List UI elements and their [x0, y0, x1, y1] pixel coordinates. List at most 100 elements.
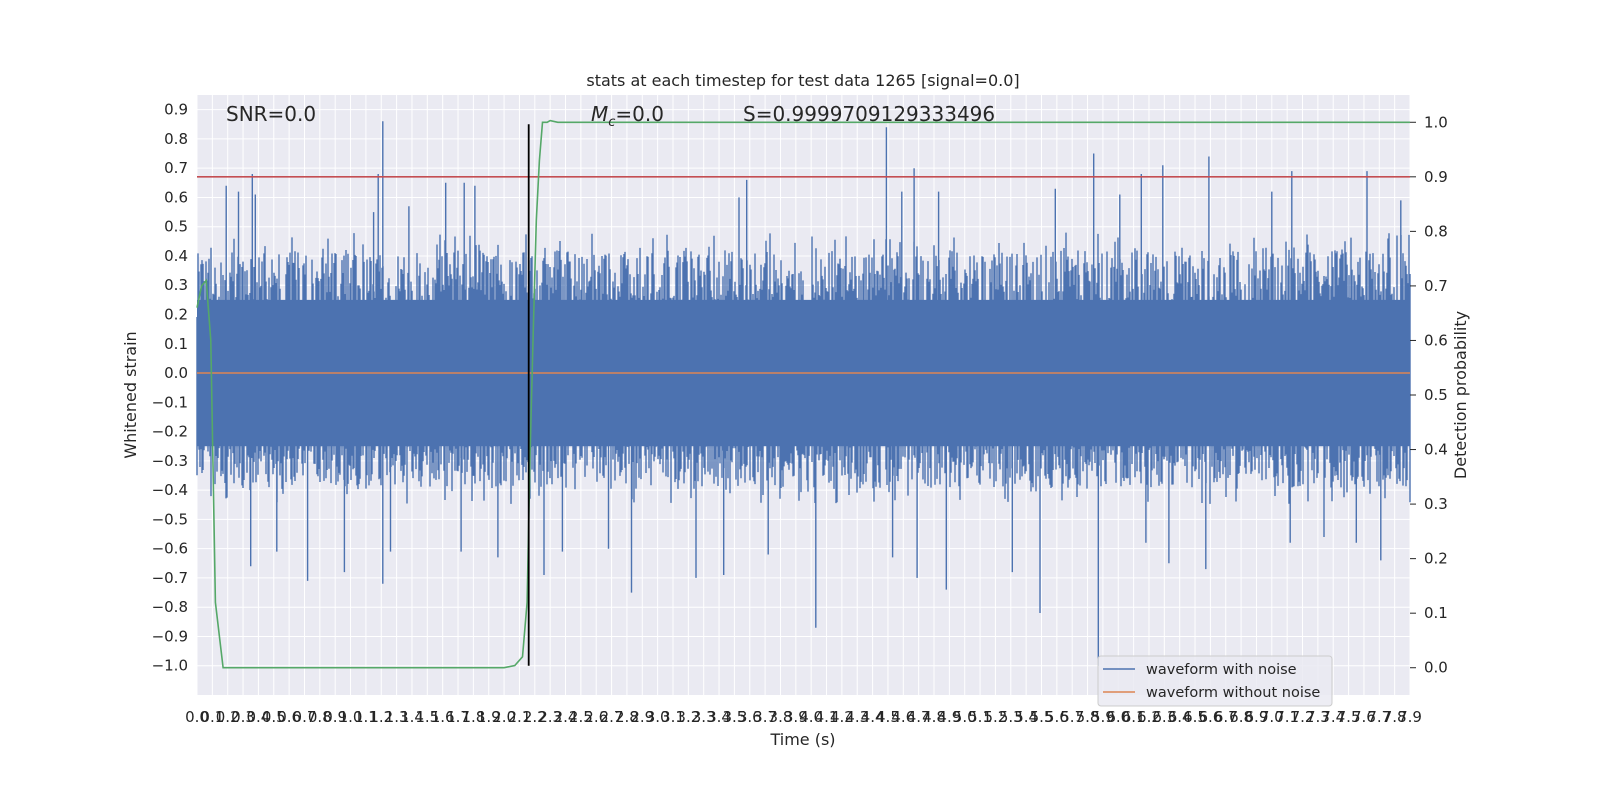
y2-axis-label: Detection probability: [1451, 311, 1470, 479]
x-tick-label: 4.9: [937, 708, 961, 726]
x-tick-label: 4.3: [845, 708, 869, 726]
x-tick-label: 4.0: [799, 708, 823, 726]
x-tick-label: 7.5: [1337, 708, 1361, 726]
snr-annotation: SNR=0.0: [226, 102, 316, 126]
x-tick-label: 2.0: [492, 708, 516, 726]
y2-tick-label: 0.7: [1424, 277, 1448, 295]
x-tick-label: 5.4: [1014, 708, 1038, 726]
legend: waveform with noise waveform without noi…: [1097, 655, 1333, 707]
x-tick-label: 6.0: [1106, 708, 1130, 726]
x-tick-label: 0.3: [231, 708, 255, 726]
y-tick-label: −0.6: [152, 540, 188, 558]
x-tick-label: 3.2: [676, 708, 700, 726]
s-annotation: S=0.9999709129333496: [743, 102, 995, 126]
legend-box: [1097, 655, 1333, 707]
y2-tick-label: 0.1: [1424, 604, 1448, 622]
x-tick-label: 3.7: [753, 708, 777, 726]
x-axis-label: Time (s): [769, 730, 835, 749]
x-tick-label: 1.5: [415, 708, 439, 726]
x-tick-label: 1.0: [339, 708, 363, 726]
x-tick-label: 7.7: [1367, 708, 1391, 726]
x-tick-label: 5.7: [1060, 708, 1084, 726]
x-tick-label: 3.9: [784, 708, 808, 726]
x-tick-label: 5.1: [968, 708, 992, 726]
y-tick-label: −0.7: [152, 569, 188, 587]
x-tick-label: 0.8: [308, 708, 332, 726]
x-tick-label: 1.9: [477, 708, 501, 726]
x-tick-label: 2.5: [569, 708, 593, 726]
x-tick-label: 2.7: [600, 708, 624, 726]
x-tick-label: 6.8: [1229, 708, 1253, 726]
y-tick-label: 0.4: [164, 247, 188, 265]
x-tick-label: 4.2: [830, 708, 854, 726]
x-tick-label: 5.2: [984, 708, 1008, 726]
y-tick-label: −0.3: [152, 452, 188, 470]
y-tick-label: 0.7: [164, 159, 188, 177]
chirp-mass-annotation: Mc=0.0: [591, 102, 664, 130]
x-tick-label: 3.0: [646, 708, 670, 726]
legend-label-clean: waveform without noise: [1146, 685, 1320, 701]
x-tick-label: 0.7: [293, 708, 317, 726]
x-tick-label: 4.4: [861, 708, 885, 726]
legend-label-noise: waveform with noise: [1146, 662, 1297, 678]
x-tick-label: 7.8: [1383, 708, 1407, 726]
y-axis-label: Whitened strain: [121, 331, 140, 458]
x-tick-label: 7.4: [1321, 708, 1345, 726]
y-tick-label: −0.4: [152, 481, 188, 499]
x-tick-label: 7.0: [1260, 708, 1284, 726]
x-tick-label: 4.7: [907, 708, 931, 726]
x-tick-label: 1.7: [446, 708, 470, 726]
x-tick-label: 7.2: [1291, 708, 1315, 726]
x-tick-label: 7.9: [1398, 708, 1422, 726]
y2-tick-label: 0.2: [1424, 550, 1448, 568]
x-tick-label: 3.3: [692, 708, 716, 726]
y2-tick-label: 0.8: [1424, 222, 1448, 240]
y2-tick-label: 1.0: [1424, 113, 1448, 131]
x-tick-label: 6.5: [1183, 708, 1207, 726]
x-tick-label: 0.2: [216, 708, 240, 726]
y2-tick-label: 0.0: [1424, 659, 1448, 677]
y2-tick-label: 0.5: [1424, 386, 1448, 404]
x-tick-label: 2.4: [554, 708, 578, 726]
chirp-mass-value: =0.0: [615, 102, 664, 126]
x-tick-label: 0.6: [277, 708, 301, 726]
x-tick-label: 1.1: [354, 708, 378, 726]
s-annotation-text: S=0.9999709129333496: [743, 102, 995, 126]
x-tick-label: 3.8: [769, 708, 793, 726]
x-tick-label: 7.1: [1275, 708, 1299, 726]
y-tick-label: 0.2: [164, 306, 188, 324]
y2-tick-label: 0.4: [1424, 441, 1448, 459]
x-tick-label: 2.9: [630, 708, 654, 726]
x-tick-label: 1.6: [431, 708, 455, 726]
x-tick-label: 2.8: [615, 708, 639, 726]
x-tick-label: 2.2: [523, 708, 547, 726]
y-tick-label: −0.8: [152, 598, 188, 616]
y-tick-label: 0.0: [164, 364, 188, 382]
tick-labels: 0.00.10.20.30.40.50.60.70.80.91.01.11.21…: [152, 101, 1448, 726]
x-tick-label: 6.6: [1198, 708, 1222, 726]
y2-tick-label: 0.3: [1424, 495, 1448, 513]
y-tick-label: 0.9: [164, 101, 188, 119]
x-tick-label: 6.2: [1137, 708, 1161, 726]
x-tick-label: 6.1: [1122, 708, 1146, 726]
chart-title: stats at each timestep for test data 126…: [586, 71, 1019, 90]
x-tick-label: 3.1: [661, 708, 685, 726]
x-tick-label: 4.8: [922, 708, 946, 726]
x-tick-label: 5.5: [1030, 708, 1054, 726]
x-tick-label: 0.0: [185, 708, 209, 726]
y-tick-label: 0.6: [164, 188, 188, 206]
y-tick-label: 0.5: [164, 218, 188, 236]
x-tick-label: 5.3: [999, 708, 1023, 726]
x-tick-label: 4.6: [891, 708, 915, 726]
x-tick-label: 1.8: [461, 708, 485, 726]
y2-tick-label: 0.9: [1424, 168, 1448, 186]
x-tick-label: 6.3: [1152, 708, 1176, 726]
x-tick-label: 7.3: [1306, 708, 1330, 726]
x-tick-label: 3.5: [722, 708, 746, 726]
y-tick-label: 0.1: [164, 335, 188, 353]
x-tick-label: 1.4: [400, 708, 424, 726]
x-tick-label: 6.9: [1245, 708, 1269, 726]
x-tick-label: 5.9: [1091, 708, 1115, 726]
y-tick-label: −1.0: [152, 657, 188, 675]
